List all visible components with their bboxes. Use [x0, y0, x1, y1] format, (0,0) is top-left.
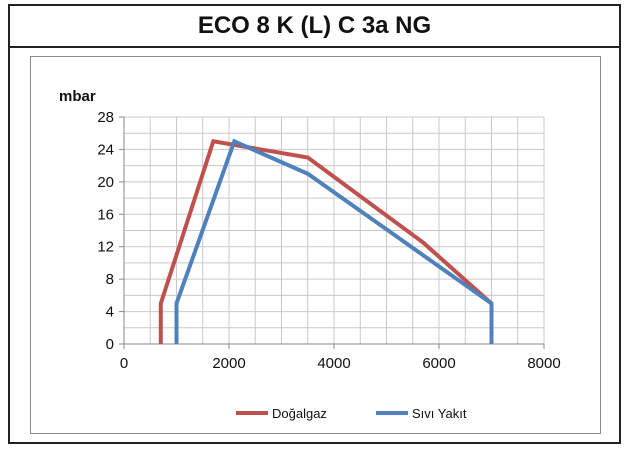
- legend-label-1: Doğalgaz: [272, 406, 327, 421]
- x-tick-label: 0: [120, 355, 128, 372]
- y-axis-label: mbar: [59, 88, 96, 105]
- y-tick-label: 0: [106, 336, 114, 353]
- x-tick-label: 2000: [212, 355, 245, 372]
- chart-svg: 0 4 8 12 16 20 24 28 0 2000 4000 6000 8000 mbar Doğalg…: [59, 88, 561, 421]
- chart-area: 0 4 8 12 16 20 24 28 0 2000 4000 6000 8000 mbar Doğalg…: [30, 56, 601, 434]
- series-line-2: [174, 138, 494, 344]
- series-line-1: [158, 139, 494, 344]
- y-tick-label: 16: [97, 206, 114, 223]
- y-tick-label: 28: [97, 109, 114, 126]
- legend-label-2: Sıvı Yakıt: [412, 406, 467, 421]
- y-tick-label: 20: [97, 174, 114, 191]
- y-tick-label: 8: [106, 271, 114, 288]
- chart-title: ECO 8 K (L) C 3a NG: [10, 6, 619, 48]
- x-tick-label: 8000: [527, 355, 560, 372]
- y-tick-label: 12: [97, 239, 114, 256]
- x-tick-label: 6000: [422, 355, 455, 372]
- y-tick-label: 4: [106, 304, 114, 321]
- y-tick-label: 24: [97, 141, 114, 158]
- x-tick-label: 4000: [317, 355, 350, 372]
- chart-frame: ECO 8 K (L) C 3a NG 0 4 8 12 16 20 24 28 0 2000 40…: [8, 4, 621, 444]
